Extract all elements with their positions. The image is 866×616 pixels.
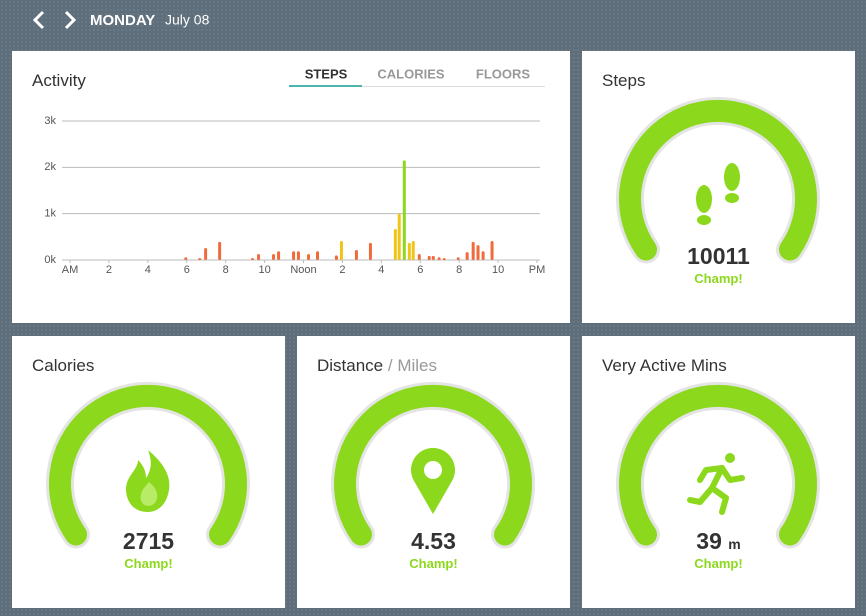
tile-value-row: 10011: [582, 243, 855, 270]
tile-header: Distance / Miles: [317, 356, 437, 376]
x-tick-label: 10: [492, 264, 504, 276]
x-tick-label: 8: [223, 264, 229, 276]
bar: [296, 251, 300, 260]
tile-value-row: 39 m: [582, 528, 855, 555]
tile-status: Champ!: [124, 556, 173, 571]
gauge: [331, 381, 535, 549]
tile-title: Distance: [317, 356, 384, 375]
gauge-arc: [334, 384, 532, 546]
x-tick-label: 10: [258, 264, 270, 276]
bar: [437, 257, 441, 260]
bar: [442, 258, 446, 260]
tile-value-unit: m: [728, 536, 741, 552]
y-tick-label: 2k: [44, 161, 56, 173]
y-tick-label: 1k: [44, 208, 56, 220]
y-tick-label: 0k: [44, 254, 56, 266]
tile-title: Calories: [32, 356, 95, 375]
next-arrow[interactable]: [64, 10, 77, 30]
gauge: [46, 381, 250, 549]
activity-chart: STEPS CALORIES FLOORS 0k 1k 2k 3k AM 2 4 6 8 10 No…: [44, 66, 546, 276]
bar: [417, 253, 421, 260]
flame-icon: [126, 450, 170, 512]
tile-value-row: 2715: [12, 528, 285, 555]
bar: [471, 241, 475, 260]
bar: [257, 253, 261, 260]
x-tick-label: 6: [184, 264, 190, 276]
runner-icon: [687, 453, 745, 515]
tile-value: 10011: [687, 243, 750, 269]
bar: [407, 242, 411, 260]
y-tick-label: 3k: [44, 115, 56, 127]
gauge-arc: [619, 384, 817, 546]
card-title: Activity: [32, 71, 86, 90]
x-tick-label: PM: [529, 264, 546, 276]
tile-value: 4.53: [411, 528, 456, 554]
bar: [456, 257, 460, 260]
bar: [277, 251, 281, 260]
x-tick-label: 8: [456, 264, 462, 276]
bar: [218, 241, 222, 260]
tile-value: 2715: [122, 528, 175, 554]
tile-header: Very Active Mins: [602, 356, 727, 376]
day: MONDAY: [90, 12, 155, 29]
header: MONDAY July 08: [32, 10, 210, 30]
bar: [354, 250, 358, 260]
x-tick-label: Noon: [290, 264, 316, 276]
tab[interactable]: FLOORS: [476, 66, 530, 81]
pin-icon: [411, 447, 455, 514]
tab[interactable]: STEPS: [305, 66, 348, 81]
date: July 08: [165, 12, 210, 28]
x-tick-label: 4: [378, 264, 384, 276]
tile-header: Steps: [602, 71, 645, 91]
bar: [184, 257, 188, 260]
bar: [204, 247, 208, 260]
tile: Distance / Miles 4.53 Champ!: [297, 336, 570, 608]
bar: [427, 255, 431, 260]
tile: Calories 2715 Champ!: [12, 336, 285, 608]
tile-header: Calories: [32, 356, 94, 376]
tile-unit: / Miles: [387, 356, 437, 375]
bar: [316, 251, 320, 260]
tile: Steps 10011 Champ!: [582, 51, 855, 323]
prev-arrow[interactable]: [32, 10, 45, 30]
gauge-arc: [619, 99, 817, 261]
tile-title: Steps: [602, 71, 646, 90]
bar: [334, 255, 338, 260]
bar: [393, 228, 397, 260]
x-tick-label: 2: [106, 264, 112, 276]
tile-status: Champ!: [694, 556, 743, 571]
bar: [411, 241, 415, 260]
bar: [402, 160, 406, 260]
tile-title: Very Active Mins: [602, 356, 727, 375]
bar: [307, 253, 311, 260]
bar: [272, 253, 276, 260]
x-tick-label: 4: [145, 264, 151, 276]
bar: [431, 255, 435, 260]
bar: [481, 251, 485, 260]
tile-status: Champ!: [694, 271, 743, 286]
gauge: [616, 381, 820, 549]
bar: [198, 258, 202, 260]
x-tick-label: 2: [339, 264, 345, 276]
bar: [476, 245, 480, 260]
tile-status: Champ!: [409, 556, 458, 571]
bar: [292, 251, 296, 260]
tile-value-row: 4.53: [297, 528, 570, 555]
bar: [465, 252, 469, 260]
gauge-arc: [49, 384, 247, 546]
tab[interactable]: CALORIES: [377, 66, 445, 81]
x-tick-label: AM: [62, 264, 79, 276]
tile-value: 39: [696, 528, 722, 554]
tile: Very Active Mins 39 m Champ!: [582, 336, 855, 608]
gauge: [616, 96, 820, 264]
footprints-icon: [696, 163, 740, 225]
activity-card: Activity STEPS CALORIES FLOORS 0k 1k 2k 3k A…: [12, 51, 570, 323]
bar: [490, 241, 494, 260]
bar: [368, 242, 372, 260]
x-tick-label: 6: [417, 264, 423, 276]
bar: [339, 241, 343, 260]
bar: [251, 258, 255, 260]
bar: [397, 213, 401, 260]
